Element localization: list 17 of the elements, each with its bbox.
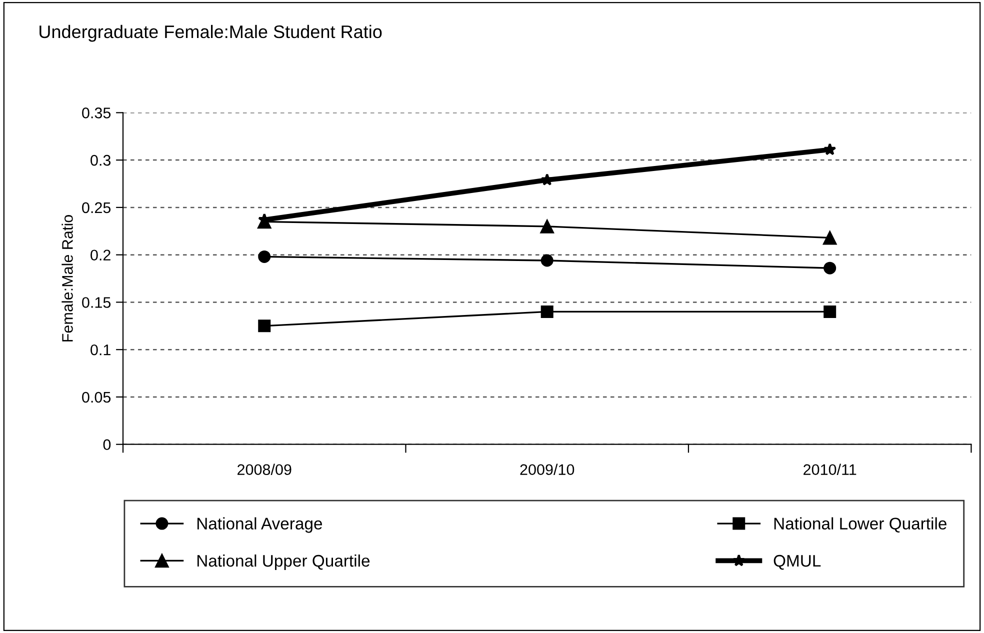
y-tick-label: 0.3 [90, 154, 111, 166]
y-axis-title: Female:Male Ratio [62, 215, 73, 342]
y-tick-label: 0 [103, 439, 111, 450]
legend-label: QMUL [774, 554, 821, 570]
chart-title: Undergraduate Female:Male Student Ratio [40, 24, 382, 42]
y-tick-label: 0.25 [82, 202, 111, 214]
legend-label: National Lower Quartile [774, 517, 946, 533]
y-tick-label: 0.1 [90, 344, 110, 356]
y-tick-label: 0.35 [82, 108, 111, 118]
y-tick-label: 0.15 [82, 297, 111, 308]
x-tick-label: 2008/09 [238, 464, 292, 476]
x-tick-label: 2010/11 [804, 464, 856, 476]
x-tick-label: 2009/10 [520, 464, 574, 476]
y-tick-label: 0.2 [90, 250, 110, 261]
legend-label: National Upper Quartile [197, 554, 370, 570]
legend-label: National Average [197, 517, 322, 533]
y-tick-label: 0.05 [82, 392, 111, 403]
